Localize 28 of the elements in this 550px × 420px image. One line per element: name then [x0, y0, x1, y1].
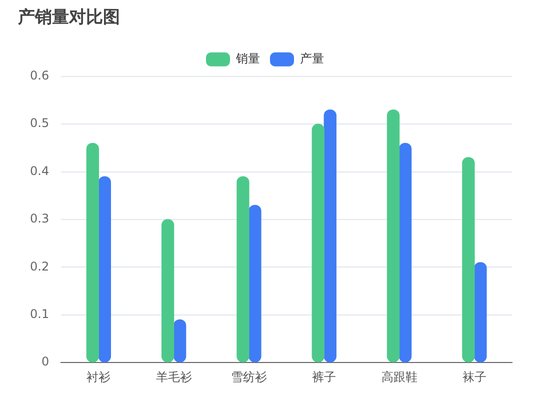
x-tick-label: 羊毛衫 — [156, 370, 192, 384]
bar — [236, 176, 250, 362]
bar — [173, 319, 186, 362]
bar — [248, 204, 262, 362]
x-tick-label: 衬衫 — [86, 370, 111, 384]
y-tick-label: 0.3 — [30, 212, 50, 226]
y-tick-label: 0.2 — [30, 259, 50, 274]
bar — [161, 219, 174, 362]
x-tick-label: 裤子 — [312, 370, 336, 384]
bar — [474, 262, 487, 362]
y-tick-label: 0.6 — [30, 68, 50, 83]
y-tick-label: 0.4 — [30, 164, 50, 178]
bar — [324, 109, 336, 362]
legend-label: 销量 — [235, 52, 260, 66]
bar — [98, 176, 111, 362]
y-tick-label: 0 — [41, 354, 50, 369]
y-tick-label: 0.5 — [30, 116, 50, 130]
y-tick-label: 0.1 — [30, 307, 50, 322]
bar — [386, 109, 400, 362]
chart-title: 产销量对比图 — [17, 8, 120, 28]
bar — [312, 124, 324, 362]
x-tick-label: 袜子 — [462, 370, 486, 384]
legend-label: 产量 — [300, 52, 324, 66]
x-tick-label: 雪纺衫 — [230, 370, 267, 384]
bar — [86, 142, 99, 362]
x-tick-label: 高跟鞋 — [381, 370, 418, 384]
bar — [462, 157, 475, 362]
bar — [398, 142, 412, 362]
